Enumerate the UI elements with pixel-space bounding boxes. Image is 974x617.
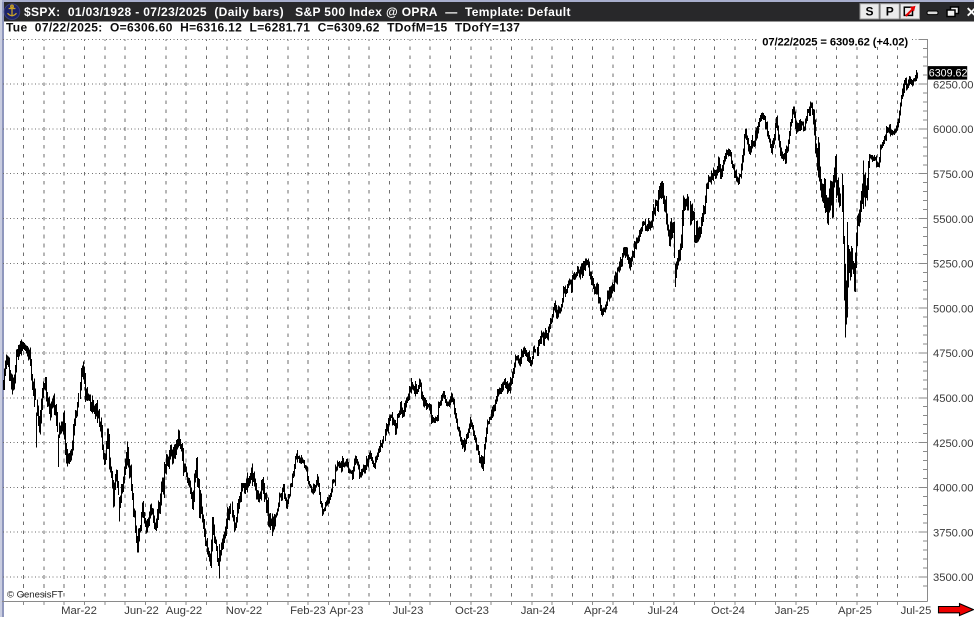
svg-text:S: S xyxy=(865,5,873,19)
svg-text:5250.00: 5250.00 xyxy=(933,259,973,271)
svg-text:5500.00: 5500.00 xyxy=(933,214,973,226)
svg-text:Jun-22: Jun-22 xyxy=(124,605,159,617)
svg-text:Apr-25: Apr-25 xyxy=(838,605,872,617)
svg-text:4250.00: 4250.00 xyxy=(933,438,973,450)
svg-text:Apr-23: Apr-23 xyxy=(330,605,364,617)
svg-text:4750.00: 4750.00 xyxy=(933,348,973,360)
svg-text:07/22/2025 = 6309.62 (+4.02): 07/22/2025 = 6309.62 (+4.02) xyxy=(762,36,908,48)
svg-text:Jul-23: Jul-23 xyxy=(393,605,424,617)
svg-text:Jul-24: Jul-24 xyxy=(648,605,679,617)
svg-text:Aug-22: Aug-22 xyxy=(166,605,202,617)
svg-text:© GenesisFT: © GenesisFT xyxy=(7,590,63,601)
svg-text:4500.00: 4500.00 xyxy=(933,393,973,405)
svg-text:✕: ✕ xyxy=(966,4,974,20)
svg-text:6000.00: 6000.00 xyxy=(933,124,973,136)
svg-text:Jan-24: Jan-24 xyxy=(521,605,556,617)
svg-text:6250.00: 6250.00 xyxy=(933,79,973,91)
svg-text:Oct-23: Oct-23 xyxy=(455,605,489,617)
svg-text:Nov-22: Nov-22 xyxy=(226,605,262,617)
svg-text:5000.00: 5000.00 xyxy=(933,303,973,315)
svg-text:Jul-25: Jul-25 xyxy=(901,605,932,617)
svg-text:Tue 07/22/2025: O=6306.60 H: Tue 07/22/2025: O=6306.60 H=6316.12 L=62… xyxy=(6,21,520,35)
svg-text:Mar-22: Mar-22 xyxy=(61,605,97,617)
svg-text:$SPX: 01/03/1928 - 07/23/2025: $SPX: 01/03/1928 - 07/23/2025 (Daily bar… xyxy=(24,5,571,19)
svg-text:Feb-23: Feb-23 xyxy=(290,605,326,617)
svg-text:Apr-24: Apr-24 xyxy=(584,605,618,617)
svg-text:6309.62: 6309.62 xyxy=(929,68,968,80)
svg-text:Oct-24: Oct-24 xyxy=(711,605,745,617)
svg-text:P: P xyxy=(886,5,894,19)
svg-text:4000.00: 4000.00 xyxy=(933,483,973,495)
svg-text:5750.00: 5750.00 xyxy=(933,169,973,181)
svg-text:Jan-25: Jan-25 xyxy=(775,605,810,617)
svg-text:3750.00: 3750.00 xyxy=(933,527,973,539)
svg-text:3500.00: 3500.00 xyxy=(933,572,973,584)
